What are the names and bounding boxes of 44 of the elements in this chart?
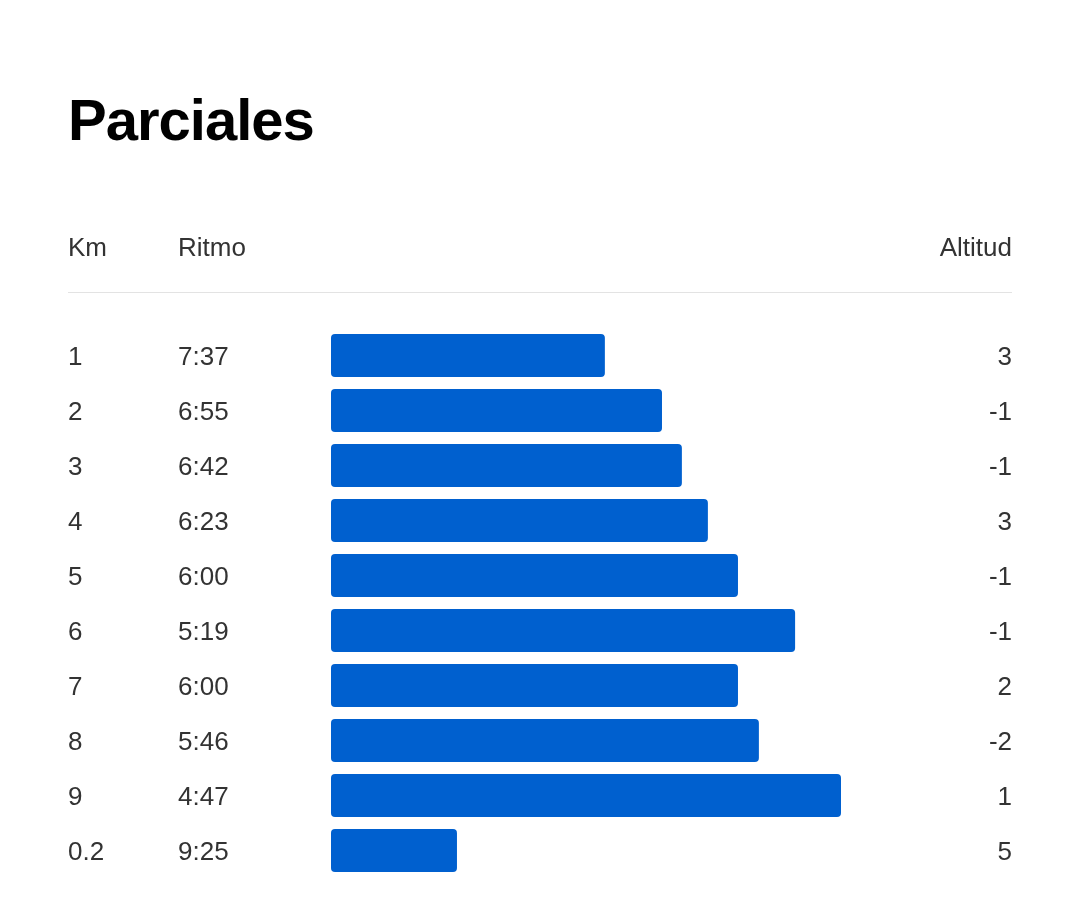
text: 7:37: [178, 340, 229, 371]
y-tick-label: 1: [68, 340, 83, 371]
text: 3: [997, 505, 1012, 536]
bar: [331, 554, 738, 597]
bar: [331, 499, 708, 542]
text: Altitud: [939, 232, 1012, 263]
bar: [331, 444, 682, 487]
y-axis-title: Km: [68, 232, 107, 263]
bar: [331, 829, 457, 872]
text: 1: [997, 780, 1012, 811]
text: 3: [997, 340, 1012, 371]
chart-title: Parciales: [68, 86, 314, 153]
y-tick-label: 4: [68, 505, 83, 536]
bar: [331, 334, 605, 377]
bar: [331, 609, 796, 652]
text: -1: [988, 560, 1012, 591]
text: 6:42: [178, 450, 229, 481]
text: 4:47: [178, 780, 229, 811]
text: 6:00: [178, 670, 229, 701]
y-tick-label: 7: [68, 670, 83, 701]
text: -1: [988, 395, 1012, 426]
text: 6:00: [178, 560, 229, 591]
y-tick-label: 0.2: [68, 835, 105, 866]
bar: [331, 389, 662, 432]
text: 2: [997, 670, 1012, 701]
text: 5: [997, 835, 1012, 866]
y-tick-label: 3: [68, 450, 83, 481]
bar: [331, 774, 841, 817]
text: 6:55: [178, 395, 229, 426]
bar: [331, 719, 759, 762]
text: -1: [988, 615, 1012, 646]
text: 9:25: [178, 835, 229, 866]
bar: [331, 664, 738, 707]
text: -2: [988, 725, 1012, 756]
text: 6:23: [178, 505, 229, 536]
y-tick-label: 2: [68, 395, 83, 426]
text: 5:19: [178, 615, 229, 646]
text: -1: [988, 450, 1012, 481]
text: Ritmo: [178, 232, 246, 263]
y-tick-label: 6: [68, 615, 83, 646]
y-tick-label: 9: [68, 780, 83, 811]
text: 5:46: [178, 725, 229, 756]
y-tick-label: 8: [68, 725, 83, 756]
y-tick-label: 5: [68, 560, 83, 591]
